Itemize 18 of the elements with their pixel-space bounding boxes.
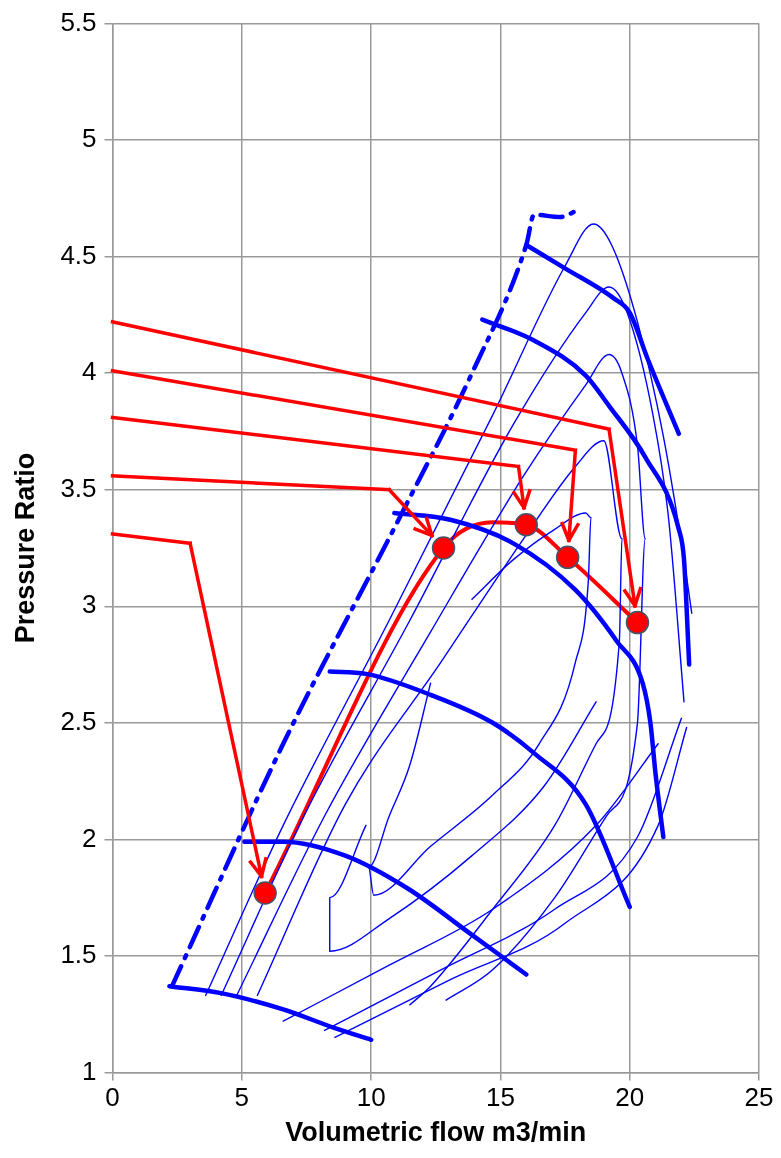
y-axis-title: Pressure Ratio [9,452,40,644]
y-tick-label: 2.5 [60,705,97,736]
x-tick-label: 15 [485,1082,515,1113]
x-tick-label: 20 [615,1082,645,1113]
y-tick-label: 3 [82,589,97,620]
y-tick-label: 2 [82,822,97,853]
y-tick-label: 1.5 [60,939,97,970]
y-tick-label: 4 [82,356,97,387]
x-tick-label: 5 [234,1082,250,1113]
x-tick-label: 10 [356,1082,386,1113]
y-tick-label: 5.5 [60,6,97,37]
x-tick-label: 0 [105,1082,120,1113]
x-axis-title: Volumetric flow m3/min [285,1117,587,1148]
y-tick-label: 3.5 [60,472,97,503]
y-tick-label: 4.5 [60,239,97,270]
y-tick-label: 1 [82,1055,97,1086]
x-tick-label: 25 [744,1082,774,1113]
y-tick-label: 5 [82,123,97,154]
